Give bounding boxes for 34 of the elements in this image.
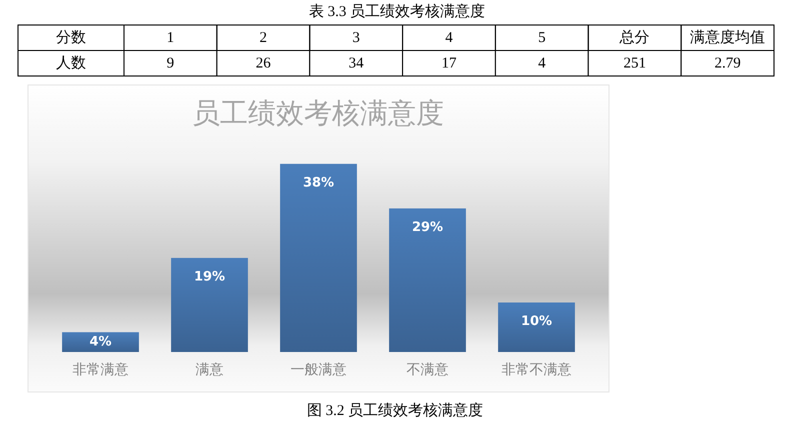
x-tick-label: 4 <box>445 30 454 46</box>
x-tick-label: 3 <box>352 30 360 46</box>
data-label: 9 <box>166 55 174 72</box>
caption: 图 3.2 员工绩效考核满意度 <box>306 402 484 419</box>
data-label: 4 <box>538 55 546 72</box>
chart-title: 员工绩效考核满意度 <box>192 96 444 130</box>
data-label: 251 <box>623 55 646 72</box>
x-tick-label: 非常不满意 <box>502 362 572 378</box>
data-label: 38% <box>302 175 334 190</box>
y-tick-label: 人数 <box>56 55 86 72</box>
data-label: 29% <box>412 220 444 235</box>
data-label: 10% <box>520 314 552 329</box>
x-tick-label: 非常满意 <box>72 362 128 378</box>
bar <box>280 164 357 352</box>
x-tick-label: 满意 <box>196 362 224 378</box>
bar <box>498 302 575 352</box>
bar <box>62 332 139 352</box>
x-tick-label: 不满意 <box>406 362 448 378</box>
bar <box>171 258 248 352</box>
x-tick-label: 总分 <box>618 28 650 46</box>
x-tick-label: 一般满意 <box>290 362 346 378</box>
x-tick-label: 1 <box>166 30 174 46</box>
bar <box>389 208 466 352</box>
data-label: 4% <box>89 334 112 350</box>
data-label: 17 <box>442 55 457 72</box>
data-label: 19% <box>194 269 226 284</box>
x-tick-label: 2 <box>260 30 268 46</box>
data-label: 2.79 <box>714 55 741 72</box>
x-tick-label: 满意度均值 <box>690 28 766 46</box>
x-tick-label: 5 <box>538 30 546 46</box>
data-label: 34 <box>348 55 364 72</box>
chart-title: 表 3.3 员工绩效考核满意度 <box>308 3 486 20</box>
data-label: 26 <box>256 55 272 72</box>
x-axis-title: 分数 <box>56 28 86 46</box>
